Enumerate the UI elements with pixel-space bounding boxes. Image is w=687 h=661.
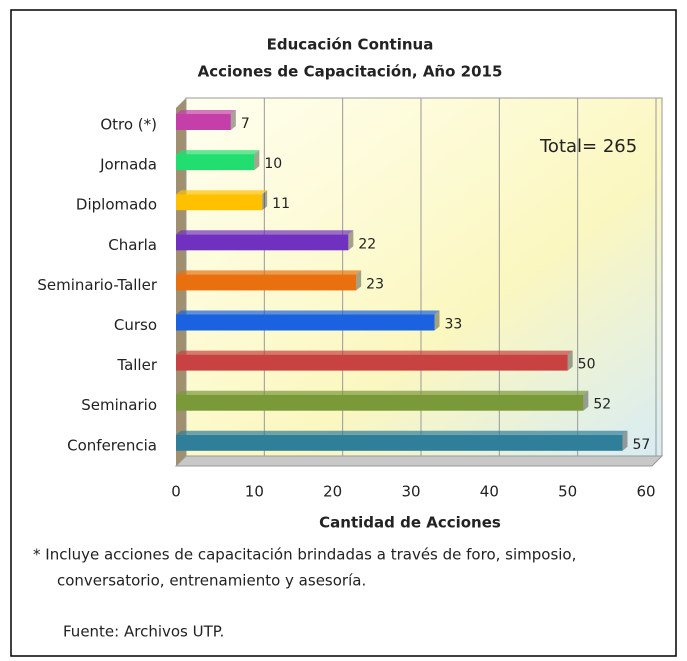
data-label: 22 <box>358 236 376 252</box>
chart-title: Educación Continua <box>267 36 434 54</box>
bar-face <box>176 234 349 251</box>
bar <box>176 430 628 451</box>
data-label: 52 <box>593 397 611 413</box>
bar-face <box>262 190 268 211</box>
data-label: 23 <box>366 276 384 292</box>
bar-face <box>254 150 260 171</box>
x-axis-label: Cantidad de Acciones <box>319 514 501 532</box>
bar-face <box>176 274 357 291</box>
bar-face <box>176 390 589 395</box>
annotation: Total= 265 <box>539 136 637 157</box>
y-tick-label: Diplomado <box>76 196 157 214</box>
chart-subtitle: Acciones de Capacitación, Año 2015 <box>198 63 503 81</box>
note: Fuente: Archivos UTP. <box>63 623 224 641</box>
y-tick-label: Charla <box>108 236 157 254</box>
bar-face <box>176 110 236 114</box>
bar-face <box>176 430 628 435</box>
x-tick-label: 60 <box>636 483 655 501</box>
bar-face <box>567 350 573 371</box>
bar-face <box>176 354 568 371</box>
y-tick-label: Taller <box>116 356 157 374</box>
x-tick-label: 20 <box>323 483 342 501</box>
data-label: 7 <box>241 116 250 132</box>
y-tick-label: Otro (*) <box>100 116 157 134</box>
bar <box>176 190 268 211</box>
bar <box>176 310 440 331</box>
x-tick-label: 30 <box>401 483 420 501</box>
bar-face <box>176 394 584 411</box>
x-tick-label: 0 <box>171 483 181 501</box>
y-tick-label: Curso <box>114 316 157 334</box>
bar-face <box>434 310 440 331</box>
bar-face <box>176 150 260 155</box>
x-tick-label: 50 <box>558 483 577 501</box>
bar <box>176 270 362 291</box>
bar-face <box>176 310 440 315</box>
note: conversatorio, entrenamiento y asesoría. <box>57 572 366 590</box>
bar-face <box>176 350 573 355</box>
bar-face <box>583 390 589 411</box>
bar-face <box>356 270 362 291</box>
y-tick-label: Jornada <box>99 156 157 174</box>
bar-face <box>622 430 628 451</box>
y-tick-label: Seminario-Taller <box>37 276 157 294</box>
bar <box>176 110 236 130</box>
frame <box>10 9 677 657</box>
data-label: 10 <box>264 156 282 172</box>
bar-face <box>176 114 231 130</box>
bar <box>176 390 589 411</box>
bar-face <box>348 230 354 251</box>
bar <box>176 150 260 171</box>
x-tick-label: 40 <box>480 483 499 501</box>
bar-face <box>176 270 362 275</box>
bar-face <box>176 230 354 235</box>
floor <box>174 455 664 467</box>
bar-face <box>176 190 268 195</box>
bar <box>176 350 573 371</box>
bar-face <box>176 314 435 331</box>
y-tick-label: Conferencia <box>67 436 157 454</box>
data-label: 11 <box>272 196 290 212</box>
bar-face <box>176 434 623 451</box>
data-label: 33 <box>445 317 463 333</box>
bar-face <box>176 154 255 171</box>
data-label: 50 <box>578 357 596 373</box>
data-label: 57 <box>633 437 651 453</box>
bar-face <box>230 110 236 130</box>
bar-face <box>176 194 263 211</box>
note: * Incluye acciones de capacitación brind… <box>33 546 576 564</box>
y-tick-label: Seminario <box>81 396 157 414</box>
x-tick-label: 10 <box>245 483 264 501</box>
bar <box>176 230 354 251</box>
